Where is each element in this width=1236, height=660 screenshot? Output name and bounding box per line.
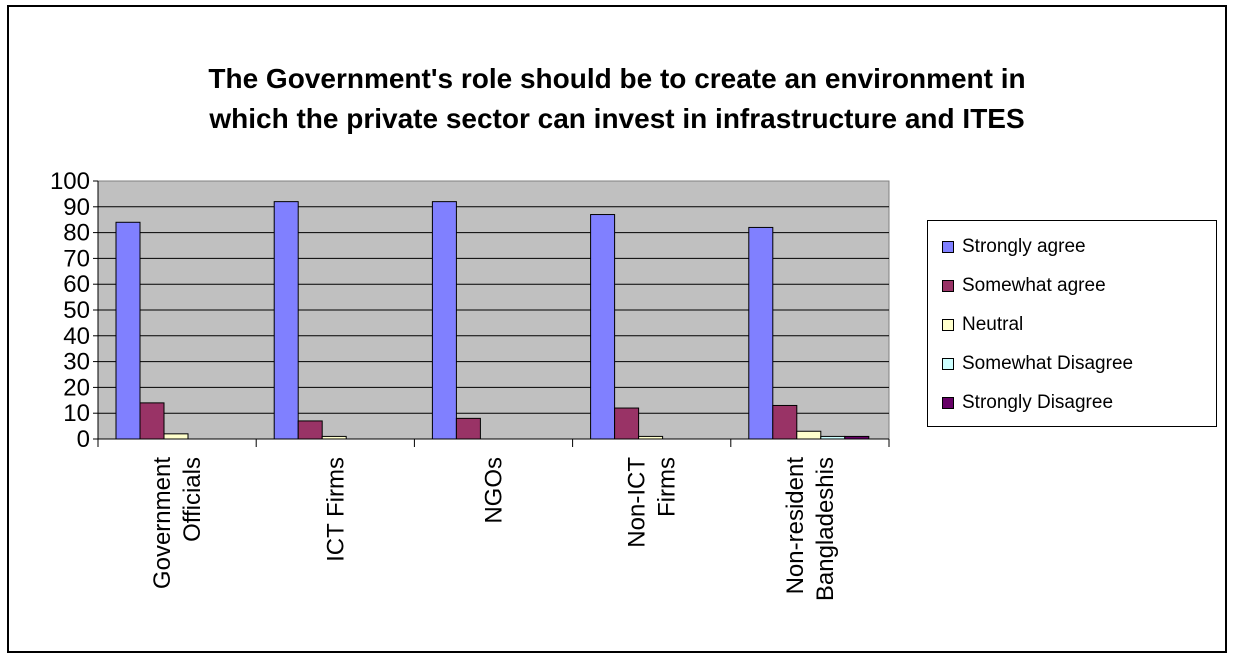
bar xyxy=(796,430,822,440)
y-tick-label: 0 xyxy=(77,426,90,453)
x-tick-label: Non-resident xyxy=(782,457,809,595)
legend-item-neutral: Neutral xyxy=(942,313,1023,337)
y-tick-label: 90 xyxy=(63,194,90,221)
y-tick-label: 30 xyxy=(63,349,90,376)
bar xyxy=(139,402,165,440)
bar xyxy=(431,201,457,440)
legend-swatch xyxy=(942,397,954,409)
y-tick-label: 70 xyxy=(63,245,90,272)
chart-title-line-2: which the private sector can invest in i… xyxy=(209,103,1025,134)
legend-label: Somewhat Disagree xyxy=(962,353,1134,374)
legend-swatch xyxy=(942,280,954,292)
legend-item-strongly-agree: Strongly agree xyxy=(942,235,1086,259)
y-tick-label: 50 xyxy=(63,297,90,324)
chart-frame: The Government's role should be to creat… xyxy=(7,5,1227,653)
bar xyxy=(748,226,774,440)
y-tick-label: 60 xyxy=(63,271,90,298)
x-tick-label: NGOs xyxy=(481,457,508,524)
y-tick-label: 20 xyxy=(63,374,90,401)
chart-title: The Government's role should be to creat… xyxy=(9,59,1225,139)
x-tick-label: Officials xyxy=(179,457,206,542)
legend-item-somewhat-disagree: Somewhat Disagree xyxy=(942,352,1133,376)
bar xyxy=(844,435,870,440)
x-tick-label: Non-ICT xyxy=(624,457,651,548)
legend-swatch xyxy=(942,241,954,253)
legend-label: Neutral xyxy=(962,314,1024,335)
bar xyxy=(163,433,189,440)
bar xyxy=(590,214,616,440)
legend-label: Somewhat agree xyxy=(962,275,1106,296)
legend-item-strongly-disagree: Strongly Disagree xyxy=(942,391,1113,415)
legend-item-somewhat-agree: Somewhat agree xyxy=(942,274,1106,298)
x-tick-label: Government xyxy=(149,457,176,589)
legend-label: Strongly agree xyxy=(962,236,1086,257)
x-tick-label: Bangladeshis xyxy=(812,457,839,601)
bar xyxy=(115,221,141,440)
legend: Strongly agree Somewhat agree Neutral So… xyxy=(927,220,1217,427)
y-tick-label: 10 xyxy=(63,400,90,427)
chart-title-line-1: The Government's role should be to creat… xyxy=(208,63,1026,94)
bar xyxy=(772,404,798,440)
legend-swatch xyxy=(942,358,954,370)
bar xyxy=(638,435,664,440)
y-tick-label: 80 xyxy=(63,220,90,247)
y-tick-label: 40 xyxy=(63,323,90,350)
legend-label: Strongly Disagree xyxy=(962,392,1114,413)
x-tick-label: ICT Firms xyxy=(322,457,349,562)
bar xyxy=(820,435,846,440)
bar xyxy=(297,420,323,440)
x-tick-label: Firms xyxy=(654,457,681,517)
bar xyxy=(273,201,299,440)
bar xyxy=(321,435,347,440)
bar xyxy=(614,407,640,440)
bar xyxy=(455,417,481,440)
y-tick-label: 100 xyxy=(50,168,90,195)
legend-swatch xyxy=(942,319,954,331)
